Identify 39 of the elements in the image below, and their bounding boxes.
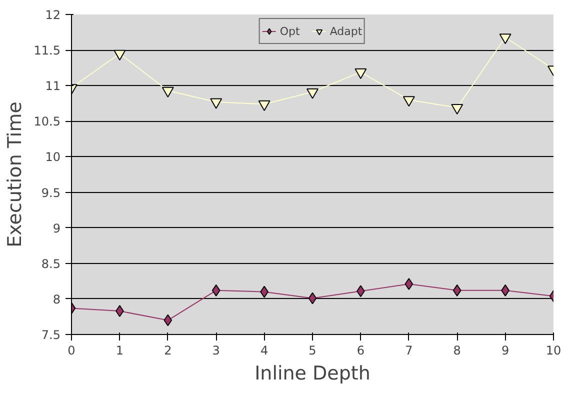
x-tick-label: 2 bbox=[164, 344, 172, 358]
point bbox=[452, 284, 462, 296]
y-tick-label: 10 bbox=[45, 150, 61, 164]
point bbox=[162, 86, 174, 98]
y-tick-label: 11.5 bbox=[34, 44, 60, 58]
point bbox=[210, 98, 222, 109]
x-tick-label: 7 bbox=[405, 344, 413, 358]
x-tick-label: 4 bbox=[260, 344, 268, 358]
point bbox=[451, 104, 464, 115]
legend-label: Adapt bbox=[330, 24, 362, 38]
x-tick-label: 10 bbox=[546, 344, 562, 358]
y-tick-label: 9.5 bbox=[41, 186, 61, 200]
point bbox=[402, 96, 415, 107]
point bbox=[354, 68, 367, 79]
x-tick-label: 9 bbox=[501, 344, 510, 358]
y-tick-label: 10.5 bbox=[34, 114, 60, 129]
point bbox=[404, 278, 414, 290]
y-tick-label: 7.5 bbox=[41, 328, 61, 342]
point bbox=[212, 284, 220, 296]
x-tick-label: 6 bbox=[356, 344, 365, 358]
y-tick-label: 9 bbox=[52, 221, 61, 236]
y-axis-title: Execution Time bbox=[4, 102, 26, 248]
x-tick-label: 8 bbox=[453, 344, 461, 358]
y-tick-label: 8 bbox=[52, 292, 61, 306]
y-tick-label: 11 bbox=[45, 79, 61, 94]
point bbox=[164, 314, 172, 326]
point bbox=[308, 292, 317, 304]
x-tick-label: 1 bbox=[116, 344, 124, 358]
point bbox=[258, 100, 270, 111]
y-tick-label: 8.5 bbox=[41, 256, 61, 271]
x-axis-title: Inline Depth bbox=[254, 362, 370, 384]
y-tick-label: 12 bbox=[45, 8, 61, 22]
x-tick-label: 5 bbox=[308, 344, 316, 358]
point bbox=[499, 34, 512, 44]
x-tick-label: 3 bbox=[212, 344, 220, 358]
point bbox=[306, 88, 318, 99]
legend-label: Opt bbox=[280, 24, 300, 38]
x-tick-label: 0 bbox=[68, 344, 76, 358]
point bbox=[114, 50, 126, 60]
